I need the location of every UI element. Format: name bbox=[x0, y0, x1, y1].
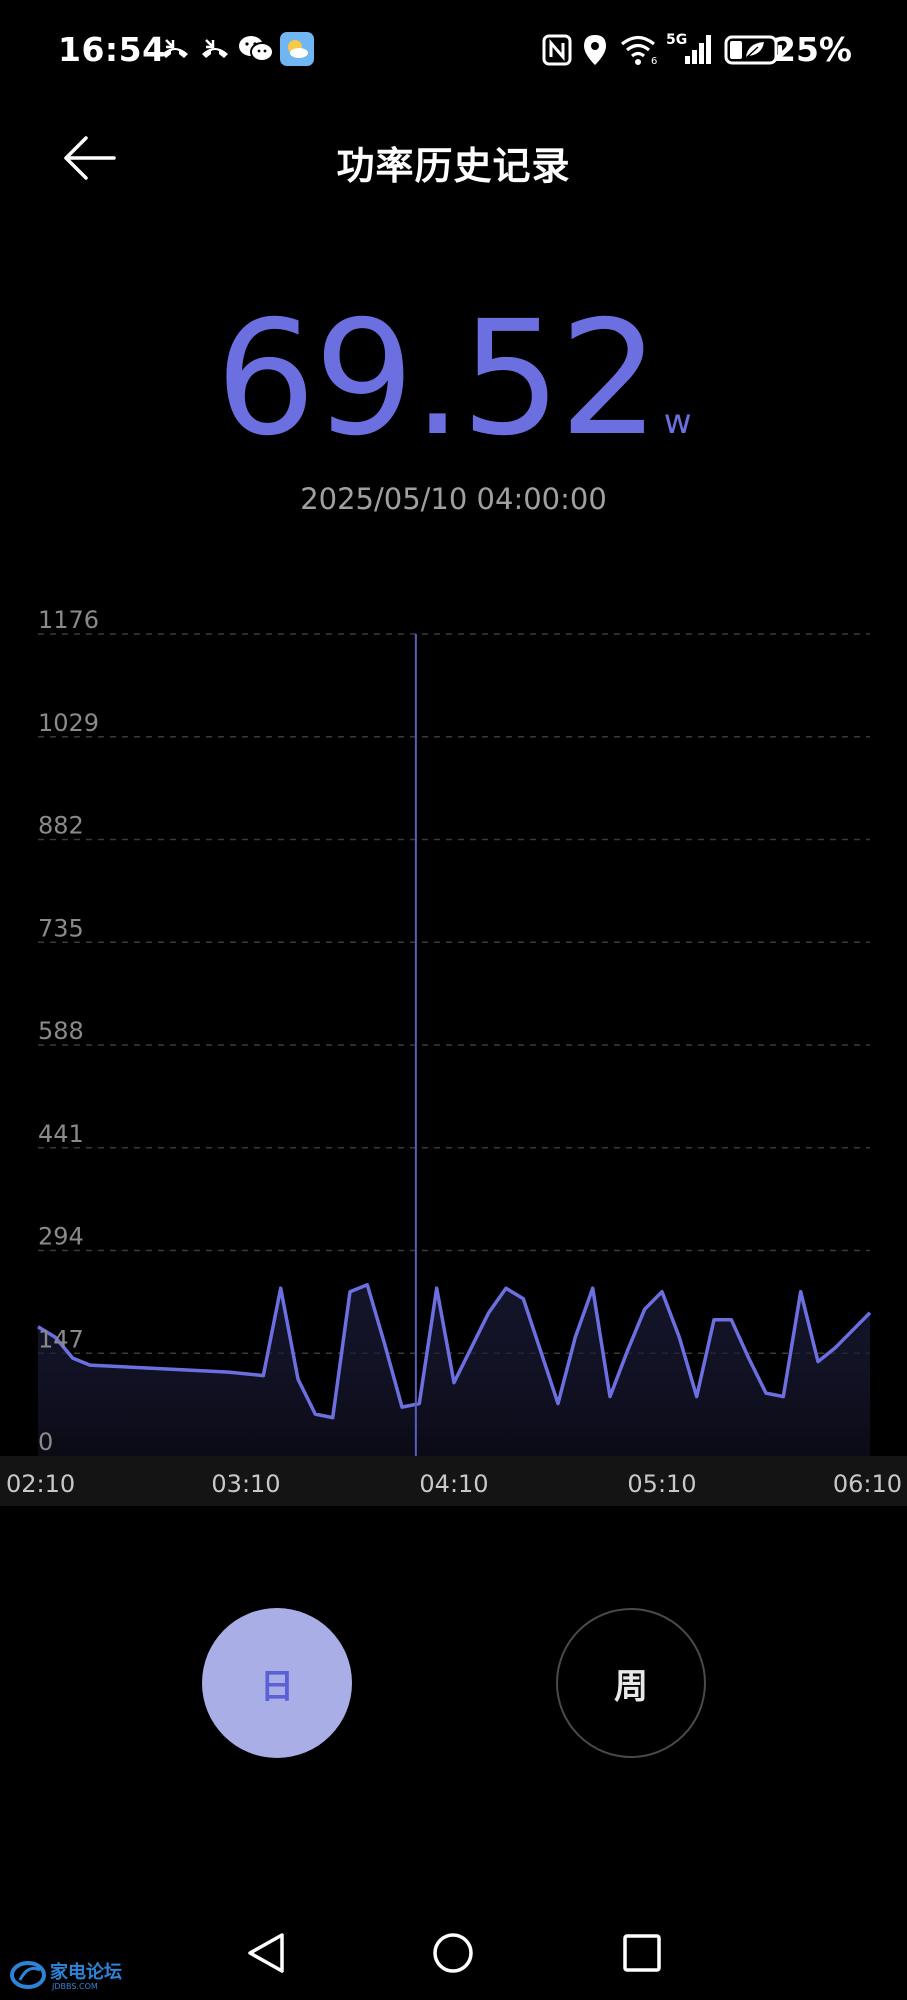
nav-back-button[interactable] bbox=[238, 1925, 294, 1981]
y-tick-label: 147 bbox=[38, 1325, 84, 1353]
y-tick-label: 0 bbox=[38, 1428, 53, 1456]
x-tick-label: 03:10 bbox=[211, 1470, 280, 1498]
battery-icon bbox=[724, 35, 782, 65]
power-value: 69.52 bbox=[215, 287, 659, 471]
svg-text:6: 6 bbox=[651, 56, 657, 66]
series-line bbox=[37, 1283, 872, 1420]
watermark-subtext: JDBBS.COM bbox=[51, 1982, 98, 1991]
arrow-left-icon bbox=[64, 136, 116, 180]
wechat-icon bbox=[239, 36, 274, 62]
y-tick-label: 294 bbox=[38, 1223, 84, 1251]
y-tick-label: 1029 bbox=[38, 709, 99, 737]
back-button[interactable] bbox=[60, 128, 120, 188]
nav-recent-button[interactable] bbox=[614, 1925, 670, 1981]
y-tick-label: 441 bbox=[38, 1120, 84, 1148]
forum-logo-icon bbox=[10, 1961, 46, 1989]
x-axis-band bbox=[0, 1456, 907, 1506]
x-tick-label: 05:10 bbox=[627, 1470, 696, 1498]
weather-icon bbox=[280, 32, 314, 66]
reading-timestamp: 2025/05/10 04:00:00 bbox=[300, 482, 607, 516]
y-tick-label: 1176 bbox=[38, 606, 99, 634]
wifi-icon: 6 bbox=[620, 35, 657, 66]
missed-call-icon bbox=[162, 39, 188, 58]
status-time: 16:54 bbox=[58, 30, 166, 69]
location-icon bbox=[584, 35, 606, 65]
y-tick-label: 588 bbox=[38, 1017, 84, 1045]
nav-home-button[interactable] bbox=[425, 1925, 481, 1981]
power-unit: w bbox=[663, 402, 692, 442]
battery-percent: 25% bbox=[773, 30, 852, 69]
nfc-icon bbox=[542, 34, 572, 66]
current-reading: 69.52 w bbox=[0, 300, 907, 458]
x-tick-label: 06:10 bbox=[833, 1470, 902, 1498]
watermark-text: 家电论坛 bbox=[50, 1961, 122, 1983]
forum-watermark: 家电论坛 JDBBS.COM bbox=[10, 1961, 122, 1991]
x-tick-label: 02:10 bbox=[6, 1470, 75, 1498]
y-tick-label: 735 bbox=[38, 914, 84, 942]
x-tick-label: 04:10 bbox=[419, 1470, 488, 1498]
svg-text:5G: 5G bbox=[666, 32, 687, 48]
week-period-button[interactable]: 周 bbox=[556, 1608, 706, 1758]
day-period-button[interactable]: 日 bbox=[202, 1608, 352, 1758]
signal-5g-icon: 5G bbox=[666, 32, 711, 64]
page-title: 功率历史记录 bbox=[336, 144, 571, 188]
series-area bbox=[38, 1284, 870, 1456]
nav-home-icon bbox=[433, 1933, 473, 1973]
status-bar: 16:54 6 5G bbox=[0, 0, 907, 100]
power-history-chart[interactable]: 1176 1029 882 735 588 441 294 147 0 02:10 03:10 04:… bbox=[0, 600, 907, 1510]
missed-call-icon bbox=[202, 39, 228, 58]
y-tick-label: 882 bbox=[38, 812, 84, 840]
nav-back-icon bbox=[248, 1933, 284, 1973]
nav-recent-icon bbox=[623, 1934, 661, 1972]
